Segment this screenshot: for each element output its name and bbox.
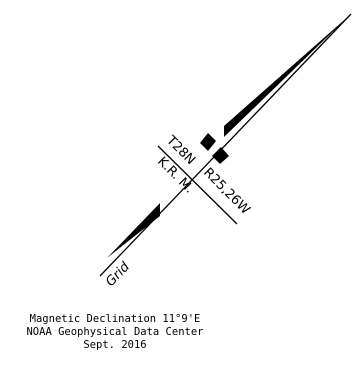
north-mark-upper (200, 133, 216, 151)
range-label: R25,26W (200, 165, 253, 218)
caption-declination: Magnetic Declination 11°9'E (29, 313, 201, 325)
caption-date: Sept. 2016 (83, 339, 147, 351)
declination-caption: Magnetic Declination 11°9'E NOAA Geophys… (0, 313, 230, 352)
upper-wedge (224, 14, 351, 137)
lower-wedge (107, 203, 160, 258)
cross-line (157, 145, 238, 225)
grid-label: Grid (103, 259, 133, 290)
caption-source: NOAA Geophysical Data Center (26, 326, 204, 338)
north-mark-lower (212, 147, 229, 164)
grid-line (99, 13, 352, 277)
